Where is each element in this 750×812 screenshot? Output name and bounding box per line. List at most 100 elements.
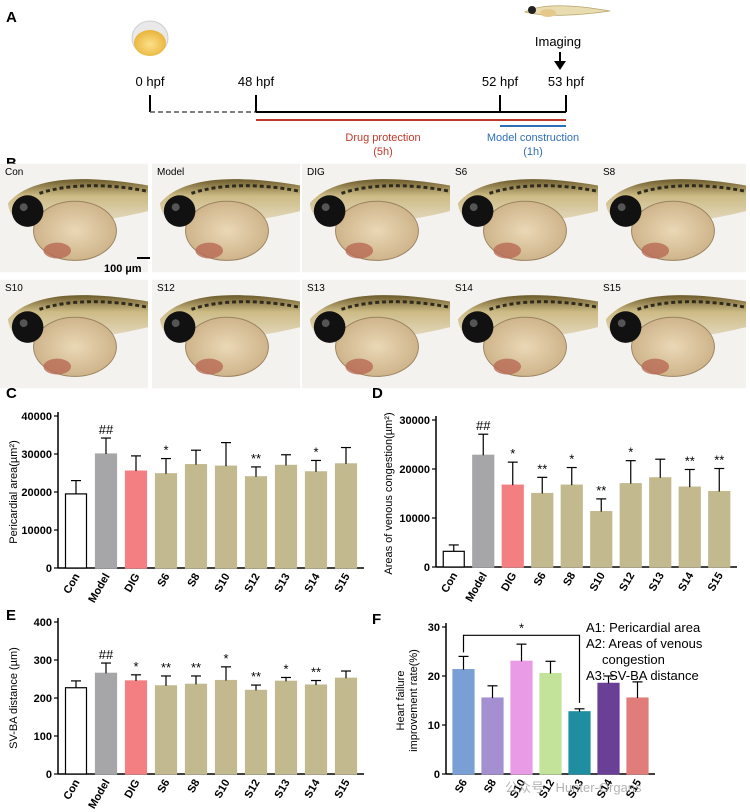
panel-b-label: B (6, 155, 17, 172)
x-tick-label: S6 (155, 572, 172, 590)
larva-image-model: Model (152, 162, 300, 274)
bar-s15 (708, 490, 731, 568)
bar-s13 (649, 477, 672, 568)
bar-s10 (590, 511, 613, 568)
significance-mark: * (510, 446, 515, 461)
larva-image-s14: S14 (450, 278, 598, 390)
bar-s12 (539, 672, 562, 775)
chart-heart-failure-improvement: 0 10 20 30 Heart failure improvement rate(%) S… (395, 620, 703, 800)
significance-mark: ** (251, 669, 261, 684)
y-tick-label: 0 (434, 769, 440, 781)
x-tick-label: S10 (212, 778, 232, 801)
bracket-significance-mark: * (519, 620, 524, 635)
significance-mark: ** (685, 453, 695, 468)
y-axis-label: Heart failure (395, 671, 407, 731)
x-tick-label: S13 (272, 572, 292, 595)
x-tick-label: S13 (272, 778, 292, 801)
drug-duration-label: (5h) (373, 146, 393, 158)
significance-mark: ** (251, 451, 261, 466)
legend-entry: A3: SV-BA distance (586, 668, 699, 683)
significance-mark: ** (537, 461, 547, 476)
y-axis-label: Pericardial area(µm²) (8, 440, 20, 544)
bar-s10 (510, 660, 533, 775)
x-tick-label: S14 (676, 570, 697, 594)
bar-s12 (619, 483, 642, 568)
y-tick-label: 40000 (21, 411, 52, 423)
y-tick-label: 10000 (21, 525, 52, 537)
bar-model (94, 453, 118, 569)
x-tick-label: S12 (242, 572, 262, 595)
larva-image-label: Model (157, 167, 184, 178)
x-tick-label: S14 (302, 777, 323, 801)
larva-icon (523, 5, 611, 17)
x-tick-label: DIG (122, 572, 142, 595)
panel-a-label: A (6, 9, 17, 26)
significance-mark: ** (191, 660, 201, 675)
y-tick-label: 100 (34, 731, 52, 743)
legend-entry: A2: Areas of venous (586, 636, 703, 651)
larva-image-s8: S8 (598, 162, 746, 274)
x-tick-label: S8 (482, 778, 499, 796)
chart-venous-congestion: 0 10000 20000 30000 Areas of venous congesti… (383, 412, 737, 604)
y-tick-label: 20000 (399, 464, 430, 476)
model-duration-label: (1h) (523, 146, 543, 158)
significance-mark: * (223, 651, 228, 666)
x-tick-label: S10 (212, 572, 232, 595)
bar-con (442, 550, 465, 568)
significance-mark: * (569, 452, 574, 467)
bar-s13 (568, 711, 591, 775)
panel-d-label: D (372, 385, 383, 402)
larva-image-s10: S10 (0, 278, 148, 390)
y-tick-label: 0 (46, 769, 52, 781)
bar-s15 (334, 677, 358, 775)
x-tick-label: S10 (588, 571, 608, 594)
y-tick-label: 20 (428, 671, 440, 683)
larva-image-label: S10 (5, 283, 23, 294)
significance-bracket (462, 634, 581, 703)
y-tick-label: 20000 (21, 487, 52, 499)
significance-mark: ## (99, 647, 114, 662)
x-tick-label: Con (62, 571, 83, 596)
x-tick-label: DIG (122, 778, 142, 801)
panel-c-label: C (6, 385, 17, 402)
y-tick-label: 10000 (399, 513, 430, 525)
bar-con (64, 493, 88, 569)
significance-mark: * (313, 444, 318, 459)
larva-image-label: Con (5, 167, 23, 178)
y-tick-label: 0 (46, 563, 52, 575)
y-tick-label: 0 (424, 562, 430, 574)
significance-mark: ## (99, 422, 114, 437)
y-tick-label: 200 (34, 693, 52, 705)
x-tick-label: DIG (499, 571, 519, 594)
scale-bar: 100 µm (104, 257, 150, 275)
significance-mark: ** (311, 665, 321, 680)
bar-s8 (481, 697, 504, 775)
larva-image-label: DIG (307, 167, 325, 178)
bar-con (64, 687, 88, 775)
larva-image-label: S12 (157, 283, 175, 294)
drug-protection-label: Drug protection (345, 132, 420, 144)
bar-s8 (560, 484, 583, 568)
x-tick-label: S15 (332, 572, 352, 595)
y-tick-label: 400 (34, 617, 52, 629)
bar-s15 (334, 463, 358, 569)
larva-image-label: S15 (603, 283, 621, 294)
bar-dig (124, 470, 148, 569)
x-tick-label: S13 (647, 571, 667, 594)
chart-pericardial-area: 0 10000 20000 30000 40000 Pericardial area(µm… (8, 411, 364, 605)
bar-s6 (452, 669, 475, 775)
x-tick-label: S6 (155, 778, 172, 796)
bar-s8 (184, 683, 208, 775)
x-tick-label: Model (86, 778, 112, 812)
x-tick-label: S12 (617, 571, 637, 594)
significance-mark: ** (161, 660, 171, 675)
bar-s10 (214, 679, 238, 775)
larva-image-con: Con (0, 162, 148, 274)
larva-image-label: S6 (455, 167, 468, 178)
significance-mark: * (283, 661, 288, 676)
larva-image-label: S13 (307, 283, 325, 294)
y-tick-label: 30 (428, 622, 440, 634)
bar-model (472, 454, 495, 568)
x-tick-label: S12 (242, 778, 262, 801)
x-tick-label: S8 (185, 778, 202, 796)
